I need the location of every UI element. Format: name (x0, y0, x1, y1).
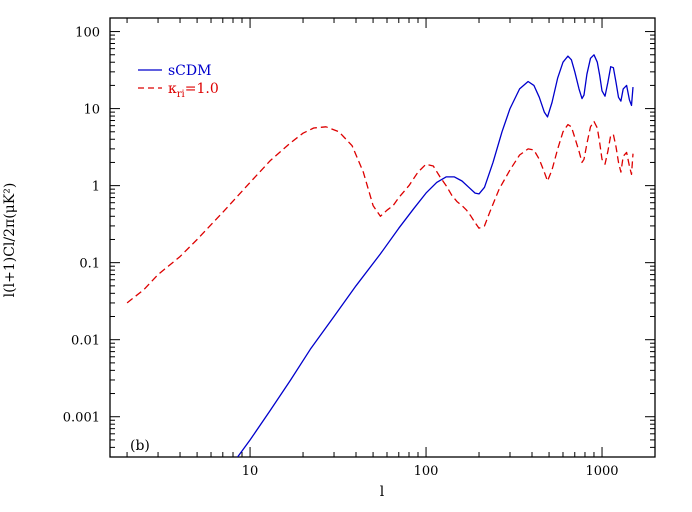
x-tick-label: 10 (242, 464, 259, 479)
y-tick-label: 0.01 (71, 334, 100, 349)
x-tick-label: 1000 (585, 464, 618, 479)
legend-kri-value: =1.0 (185, 81, 219, 97)
x-tick-label: 100 (414, 464, 439, 479)
panel-label: (b) (130, 438, 150, 454)
y-tick-label: 100 (75, 26, 100, 41)
x-axis-label: l (380, 484, 385, 500)
legend-kri-subscript: ri (177, 89, 185, 100)
series-layer (126, 54, 634, 457)
y-tick-label: 0.001 (63, 411, 100, 426)
legend-label-kri: κri=1.0 (168, 81, 219, 100)
y-tick-label: 1 (92, 180, 100, 195)
axis-ticks (110, 18, 656, 458)
axis-tick-labels: 10 100 1000 100 10 1 0.1 0.01 0.001 (63, 26, 619, 479)
legend: sCDM κri=1.0 (138, 63, 219, 100)
y-tick-label: 0.1 (79, 257, 100, 272)
plot-frame (109, 17, 656, 458)
legend-kri-symbol: κ (168, 81, 177, 97)
y-tick-label: 10 (83, 103, 100, 118)
legend-label-scdm: sCDM (168, 63, 211, 79)
series-line-0 (237, 54, 634, 457)
y-axis-label: l(l+1)Cl/2π(μK²) (2, 183, 18, 298)
series-line-1 (126, 120, 634, 304)
